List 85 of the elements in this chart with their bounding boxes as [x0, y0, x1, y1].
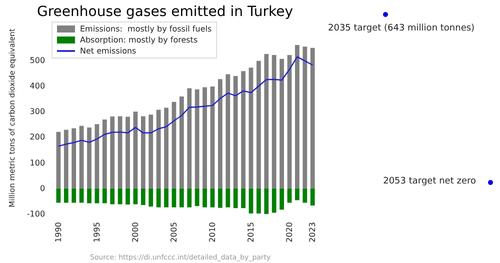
chart-title: Greenhouse gases emitted in Turkey: [36, 4, 294, 20]
bar: [79, 188, 84, 203]
bar: [218, 188, 222, 208]
bar: [202, 188, 207, 208]
legend-label: Absorption: mostly by forests: [80, 36, 198, 44]
bar: [233, 76, 238, 188]
bar: [295, 45, 300, 188]
bar: [133, 188, 138, 204]
legend-label: Emissions: mostly by fossil fuels: [80, 24, 212, 34]
bar: [72, 188, 76, 203]
x-tick-label: 2020: [285, 222, 294, 242]
line-series: [58, 56, 314, 147]
bar: [126, 188, 130, 205]
bar: [187, 188, 192, 208]
bar: [118, 116, 122, 188]
bar: [79, 126, 84, 188]
bar: [179, 96, 184, 188]
bar: [126, 116, 130, 188]
bar: [256, 188, 261, 214]
bar: [233, 188, 238, 208]
bar: [310, 48, 315, 188]
bar: [148, 114, 154, 188]
text: 2035 target (643 million tonnes): [328, 24, 475, 34]
text: 2053 target net zero: [383, 176, 476, 186]
bar: [280, 58, 284, 188]
bar: [194, 89, 200, 188]
bar: [64, 130, 68, 188]
y-tick-label: 100: [30, 158, 46, 168]
y-tick-label: 0: [40, 184, 46, 193]
x-tick-label: 2000: [130, 222, 140, 242]
bar: [218, 79, 222, 188]
bar: [256, 60, 261, 188]
bar: [102, 188, 107, 204]
bar: [110, 116, 115, 188]
bar: [264, 54, 269, 188]
bar: [187, 88, 192, 188]
legend-label: Net emissions: [80, 46, 136, 56]
x-tick-label: 2005: [169, 222, 178, 242]
bar: [248, 68, 254, 188]
bar: [202, 87, 207, 188]
bar: [179, 188, 184, 208]
bar: [272, 55, 276, 188]
bar: [295, 188, 300, 200]
bar: [140, 116, 146, 188]
bar: [87, 127, 92, 188]
x-tick-label: 1990: [54, 222, 63, 242]
bar: [194, 188, 200, 206]
bar: [56, 188, 61, 203]
bar: [302, 188, 308, 203]
bar: [64, 188, 68, 203]
bar: [156, 110, 161, 188]
bar: [72, 128, 76, 188]
x-tick-label: 1995: [92, 222, 102, 242]
y-tick-label: 500: [30, 56, 46, 65]
bar: [140, 188, 146, 206]
bar: [172, 188, 176, 208]
bar: [156, 188, 161, 208]
bar: [272, 188, 276, 213]
bar: [302, 46, 308, 188]
bar: [264, 188, 269, 214]
y-tick-label: 300: [30, 107, 46, 116]
bar: [248, 188, 254, 214]
bar: [164, 188, 168, 208]
bar: [164, 108, 168, 188]
x-tick-label: 2023: [308, 222, 318, 242]
bar: [226, 188, 230, 208]
bar: [241, 71, 246, 188]
x-tick-label: 2015: [246, 222, 256, 242]
bar: [118, 188, 122, 204]
bar: [110, 188, 115, 204]
bar: [148, 188, 154, 207]
bar: [56, 132, 61, 188]
bar: [310, 188, 315, 206]
bar: [280, 188, 284, 210]
bar: [102, 120, 107, 188]
y-tick-label: 400: [30, 82, 46, 90]
bar: [210, 86, 215, 188]
bar: [210, 188, 215, 208]
bar: [87, 188, 92, 204]
bar: [241, 188, 246, 208]
bar: [226, 74, 230, 188]
x-tick-label: 2010: [208, 222, 217, 242]
y-tick-label: -100: [26, 210, 46, 218]
bar: [287, 55, 292, 188]
y-tick-label: 200: [30, 132, 46, 142]
